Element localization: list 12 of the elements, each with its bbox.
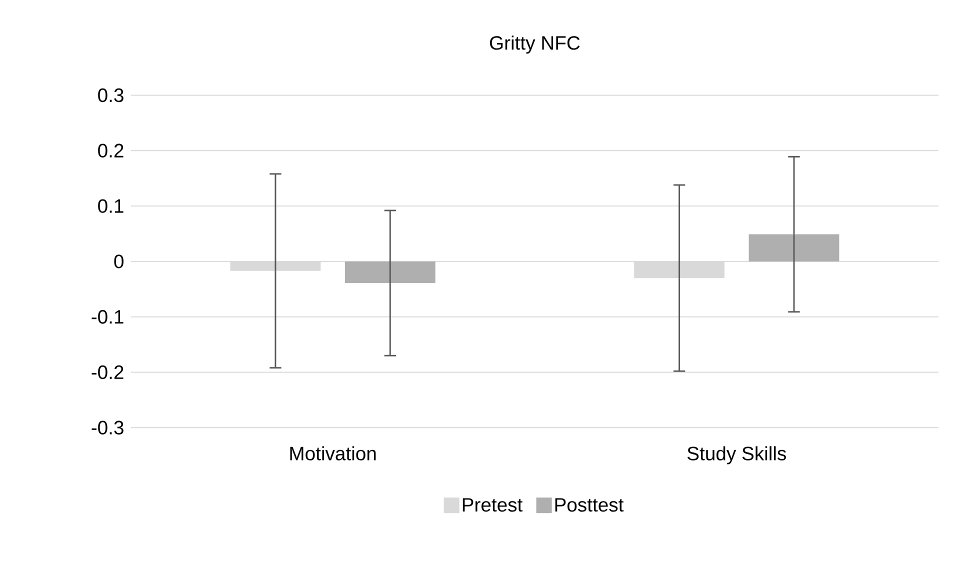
y-tick-label: -0.3 — [92, 420, 124, 435]
x-tick-label: Motivation — [290, 446, 376, 461]
y-tick-label: -0.2 — [92, 366, 124, 380]
y-tick-label: 0.2 — [98, 144, 124, 158]
y-tick-label: 0 — [114, 254, 124, 268]
y-tick-label: 0.3 — [98, 88, 124, 102]
x-tick-label: Study Skills — [687, 446, 786, 464]
y-tick-label: -0.1 — [92, 310, 124, 324]
legend-label: Posttest — [555, 498, 624, 512]
y-tick-label: 0.1 — [98, 199, 124, 214]
legend-label: Pretest — [462, 498, 523, 512]
chart-title: Gritty NFC — [490, 36, 580, 54]
